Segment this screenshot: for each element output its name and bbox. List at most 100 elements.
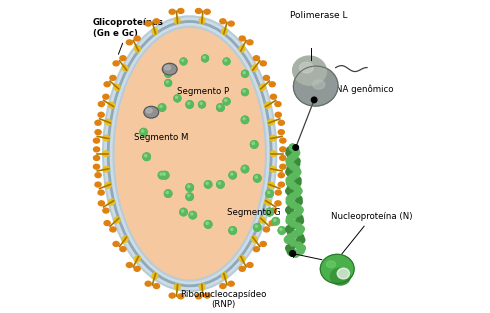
Ellipse shape [269, 221, 275, 226]
Circle shape [286, 226, 293, 233]
Circle shape [225, 100, 227, 101]
Circle shape [290, 163, 297, 170]
Circle shape [243, 72, 245, 74]
Circle shape [188, 195, 190, 197]
Circle shape [254, 175, 261, 182]
Circle shape [284, 236, 292, 244]
Circle shape [286, 196, 293, 203]
Circle shape [163, 173, 165, 175]
Circle shape [294, 204, 301, 211]
Circle shape [167, 72, 168, 74]
Circle shape [229, 172, 236, 179]
Circle shape [287, 248, 294, 254]
Circle shape [206, 182, 208, 184]
Circle shape [291, 231, 298, 238]
Ellipse shape [294, 66, 338, 106]
Ellipse shape [94, 156, 99, 161]
Circle shape [174, 95, 181, 102]
Circle shape [280, 228, 282, 230]
Circle shape [289, 242, 296, 249]
Circle shape [242, 89, 248, 95]
Circle shape [243, 72, 245, 74]
Circle shape [167, 81, 168, 83]
Ellipse shape [270, 94, 276, 99]
Circle shape [268, 210, 270, 212]
Ellipse shape [98, 201, 104, 206]
Ellipse shape [228, 21, 234, 26]
Circle shape [175, 96, 177, 98]
Ellipse shape [221, 28, 227, 35]
Circle shape [223, 98, 230, 105]
Circle shape [231, 173, 233, 175]
Circle shape [286, 245, 293, 252]
Circle shape [200, 103, 202, 105]
Ellipse shape [103, 208, 109, 213]
Circle shape [182, 59, 184, 61]
Circle shape [165, 70, 172, 77]
Ellipse shape [221, 273, 227, 280]
Ellipse shape [134, 45, 140, 52]
Ellipse shape [239, 36, 245, 41]
Ellipse shape [122, 236, 128, 242]
Circle shape [295, 187, 302, 194]
Circle shape [231, 228, 233, 230]
Ellipse shape [253, 56, 260, 61]
Circle shape [175, 96, 177, 98]
Circle shape [231, 228, 233, 230]
Circle shape [163, 173, 165, 175]
Circle shape [166, 192, 168, 193]
Circle shape [280, 228, 282, 230]
Circle shape [288, 171, 294, 178]
Circle shape [287, 234, 294, 241]
Ellipse shape [126, 40, 132, 45]
Circle shape [294, 223, 301, 230]
Circle shape [188, 102, 190, 105]
Ellipse shape [280, 138, 286, 143]
Circle shape [289, 250, 291, 252]
Circle shape [191, 213, 193, 215]
Circle shape [188, 185, 190, 187]
Circle shape [167, 81, 168, 83]
Circle shape [167, 72, 168, 74]
Ellipse shape [108, 199, 115, 205]
Ellipse shape [196, 294, 202, 299]
Ellipse shape [251, 236, 257, 242]
Ellipse shape [105, 119, 112, 125]
Circle shape [225, 100, 227, 101]
Circle shape [294, 179, 301, 186]
Circle shape [165, 190, 172, 197]
Circle shape [182, 59, 184, 61]
Ellipse shape [146, 108, 152, 113]
Circle shape [206, 222, 208, 224]
Circle shape [297, 226, 304, 233]
Circle shape [151, 111, 153, 114]
Circle shape [289, 223, 295, 230]
Ellipse shape [259, 217, 266, 223]
Ellipse shape [278, 173, 284, 178]
Circle shape [294, 169, 301, 175]
Circle shape [243, 118, 245, 120]
Ellipse shape [239, 45, 245, 52]
Circle shape [290, 239, 296, 246]
Circle shape [206, 222, 208, 224]
Circle shape [167, 72, 168, 74]
Circle shape [286, 238, 288, 240]
Circle shape [254, 224, 261, 231]
Circle shape [291, 212, 297, 219]
Ellipse shape [108, 22, 271, 286]
Ellipse shape [239, 255, 245, 262]
Circle shape [278, 227, 286, 234]
Circle shape [229, 227, 236, 234]
Circle shape [298, 237, 305, 243]
Ellipse shape [108, 102, 115, 108]
Circle shape [286, 187, 293, 194]
Ellipse shape [103, 167, 110, 172]
Circle shape [204, 221, 212, 228]
Circle shape [149, 110, 156, 117]
Circle shape [165, 190, 172, 197]
Circle shape [158, 172, 166, 179]
Circle shape [186, 184, 194, 191]
Circle shape [292, 174, 298, 181]
Circle shape [241, 165, 249, 173]
Text: Segmento P: Segmento P [177, 87, 229, 96]
